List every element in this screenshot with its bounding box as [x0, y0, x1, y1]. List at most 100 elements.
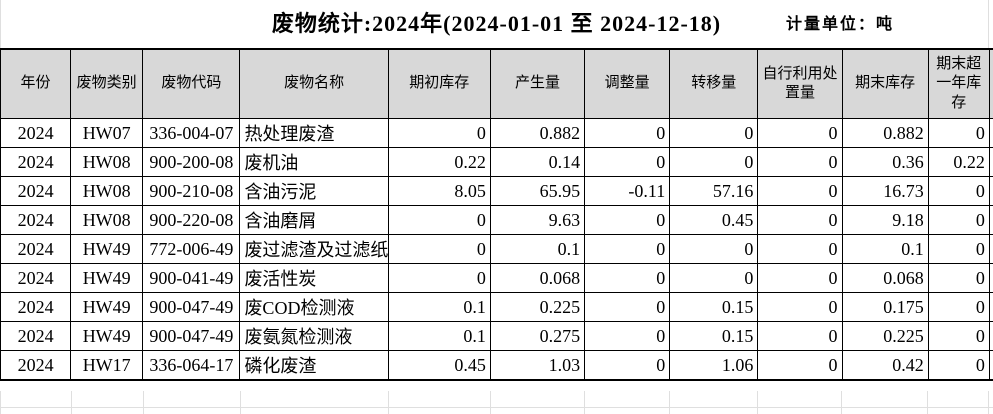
gridline-vertical [240, 391, 241, 414]
table-row: 2024 HW49 900-041-49 废活性炭 0 0.068 0 0 0 0.068 0 [0, 263, 993, 293]
column-header-clipped [988, 48, 993, 119]
cell: 2024 [0, 147, 72, 177]
cell: 0 [387, 234, 491, 264]
table-row: 2024 HW17 336-064-17 磷化废渣 0.45 1.03 0 1.06 0 0.42… [0, 350, 993, 381]
cell: HW08 [70, 147, 144, 177]
cell: HW08 [70, 205, 144, 235]
cell: 0 [584, 205, 671, 235]
cell: 0.15 [669, 321, 759, 351]
cell: 2024 [0, 205, 72, 235]
cell: 772-006-49 [142, 234, 241, 264]
cell: 热处理废渣 [239, 118, 389, 148]
cell: HW08 [70, 176, 144, 206]
cell: 废活性炭 [239, 263, 389, 293]
cell: 900-220-08 [142, 205, 241, 235]
cell: 0.225 [841, 321, 929, 351]
table-body: 2024 HW07 336-004-07 热处理废渣 0 0.882 0 0 0 0.882 0 20… [0, 118, 993, 381]
cell: HW49 [70, 263, 144, 293]
cell: 0 [584, 263, 671, 293]
cell: 0 [584, 147, 671, 177]
cell: 2024 [0, 321, 72, 351]
cell: 0 [584, 321, 671, 351]
cell: 0 [584, 118, 671, 148]
cell: 9.63 [489, 205, 586, 235]
cell: 0 [669, 118, 759, 148]
cell: 0 [584, 292, 671, 322]
cell: 0.42 [841, 350, 929, 381]
cell: 2024 [0, 118, 72, 148]
gridline-vertical [757, 391, 758, 414]
cell-clipped [988, 263, 993, 293]
cell: 0.45 [387, 350, 491, 381]
cell-clipped [988, 292, 993, 322]
cell: 2024 [0, 234, 72, 264]
column-header: 废物类别 [70, 48, 144, 119]
cell: 0.225 [489, 292, 586, 322]
cell: 0 [757, 321, 843, 351]
cell: 0 [669, 263, 759, 293]
cell: 0.068 [489, 263, 586, 293]
report-title: 废物统计:2024年(2024-01-01 至 2024-12-18) [271, 11, 722, 36]
cell: 0.14 [489, 147, 586, 177]
cell: 0.1 [489, 234, 586, 264]
gridline-vertical [669, 391, 670, 414]
gridline-vertical [388, 391, 389, 414]
cell: 900-047-49 [142, 292, 241, 322]
cell: 0 [927, 205, 990, 235]
gridline-horizontal [0, 407, 993, 408]
cell: 0 [757, 205, 843, 235]
gridline-vertical [0, 0, 1, 48]
cell: 900-200-08 [142, 147, 241, 177]
table-row: 2024 HW08 900-200-08 废机油 0.22 0.14 0 0 0 0.36 0.22 [0, 147, 993, 177]
cell: 0.1 [387, 292, 491, 322]
column-header: 废物代码 [142, 48, 241, 119]
cell-clipped [988, 234, 993, 264]
cell: 900-047-49 [142, 321, 241, 351]
cell: HW49 [70, 234, 144, 264]
cell: 2024 [0, 263, 72, 293]
cell: 0 [927, 263, 990, 293]
cell: 0 [584, 350, 671, 381]
table-row: 2024 HW49 772-006-49 废过滤渣及过滤纸 0 0.1 0 0 0 0.1 0 [0, 234, 993, 264]
column-header: 产生量 [489, 48, 586, 119]
title-area: 废物统计:2024年(2024-01-01 至 2024-12-18) 计量单位… [0, 0, 993, 48]
cell: 废氨氮检测液 [239, 321, 389, 351]
cell: 0 [757, 350, 843, 381]
cell-clipped [988, 147, 993, 177]
cell: 16.73 [841, 176, 929, 206]
gridline-vertical [988, 391, 989, 414]
cell: 0.22 [927, 147, 990, 177]
cell-clipped [988, 321, 993, 351]
cell: 8.05 [387, 176, 491, 206]
column-header: 期末库存 [841, 48, 929, 119]
cell-clipped [988, 350, 993, 381]
cell: 0.175 [841, 292, 929, 322]
table-row: 2024 HW07 336-004-07 热处理废渣 0 0.882 0 0 0 0.882 0 [0, 118, 993, 148]
cell: 65.95 [489, 176, 586, 206]
cell: 0.068 [841, 263, 929, 293]
cell: 0 [387, 205, 491, 235]
cell: 2024 [0, 292, 72, 322]
column-header: 调整量 [584, 48, 671, 119]
cell-clipped [988, 176, 993, 206]
cell: 0 [757, 292, 843, 322]
cell: 0.15 [669, 292, 759, 322]
cell: 900-041-49 [142, 263, 241, 293]
cell: 废COD检测液 [239, 292, 389, 322]
gridline-vertical [71, 391, 72, 414]
cell: 含油污泥 [239, 176, 389, 206]
cell: 0 [387, 263, 491, 293]
cell: 336-064-17 [142, 350, 241, 381]
cell: 0 [927, 118, 990, 148]
cell: 0 [927, 292, 990, 322]
header-row: 年份 废物类别 废物代码 废物名称 期初库存 产生量 调整量 转移量 自行利用处置量 期末库存 期末… [0, 48, 993, 119]
cell: 0 [387, 118, 491, 148]
cell: 0.275 [489, 321, 586, 351]
cell: 0 [669, 234, 759, 264]
column-header: 转移量 [669, 48, 759, 119]
cell: 含油磨屑 [239, 205, 389, 235]
cell: 0 [927, 176, 990, 206]
cell: 磷化废渣 [239, 350, 389, 381]
cell: 2024 [0, 176, 72, 206]
cell: 0.22 [387, 147, 491, 177]
